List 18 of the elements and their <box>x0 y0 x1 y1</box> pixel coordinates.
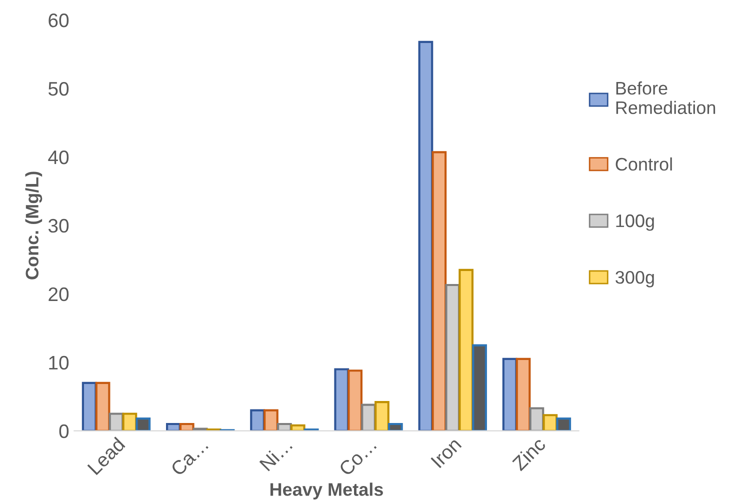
y-tick-label: 50 <box>48 82 69 96</box>
legend-label: 100g <box>616 214 654 231</box>
y-tick-label: 10 <box>49 356 69 370</box>
y-tick-label: 20 <box>48 287 69 302</box>
y-axis-title: Conc. (Mg/L) <box>25 172 42 280</box>
legend-label: 300g <box>616 270 654 288</box>
y-tick-label: 0 <box>59 424 69 438</box>
x-tick-label: Iron <box>430 437 462 468</box>
x-tick-label: Co… <box>338 438 377 476</box>
x-tick-label: Zinc <box>511 436 546 472</box>
x-tick-label: Ca… <box>170 438 209 476</box>
y-tick-label: 60 <box>48 14 69 28</box>
y-tick-label: 30 <box>48 218 69 233</box>
legend-label: Before Remediation <box>616 81 716 114</box>
x-axis-title: Heavy Metals <box>270 482 383 500</box>
x-tick-label: Ni… <box>258 438 293 472</box>
y-tick-label: 40 <box>48 150 69 164</box>
legend-label: Control <box>616 157 672 171</box>
